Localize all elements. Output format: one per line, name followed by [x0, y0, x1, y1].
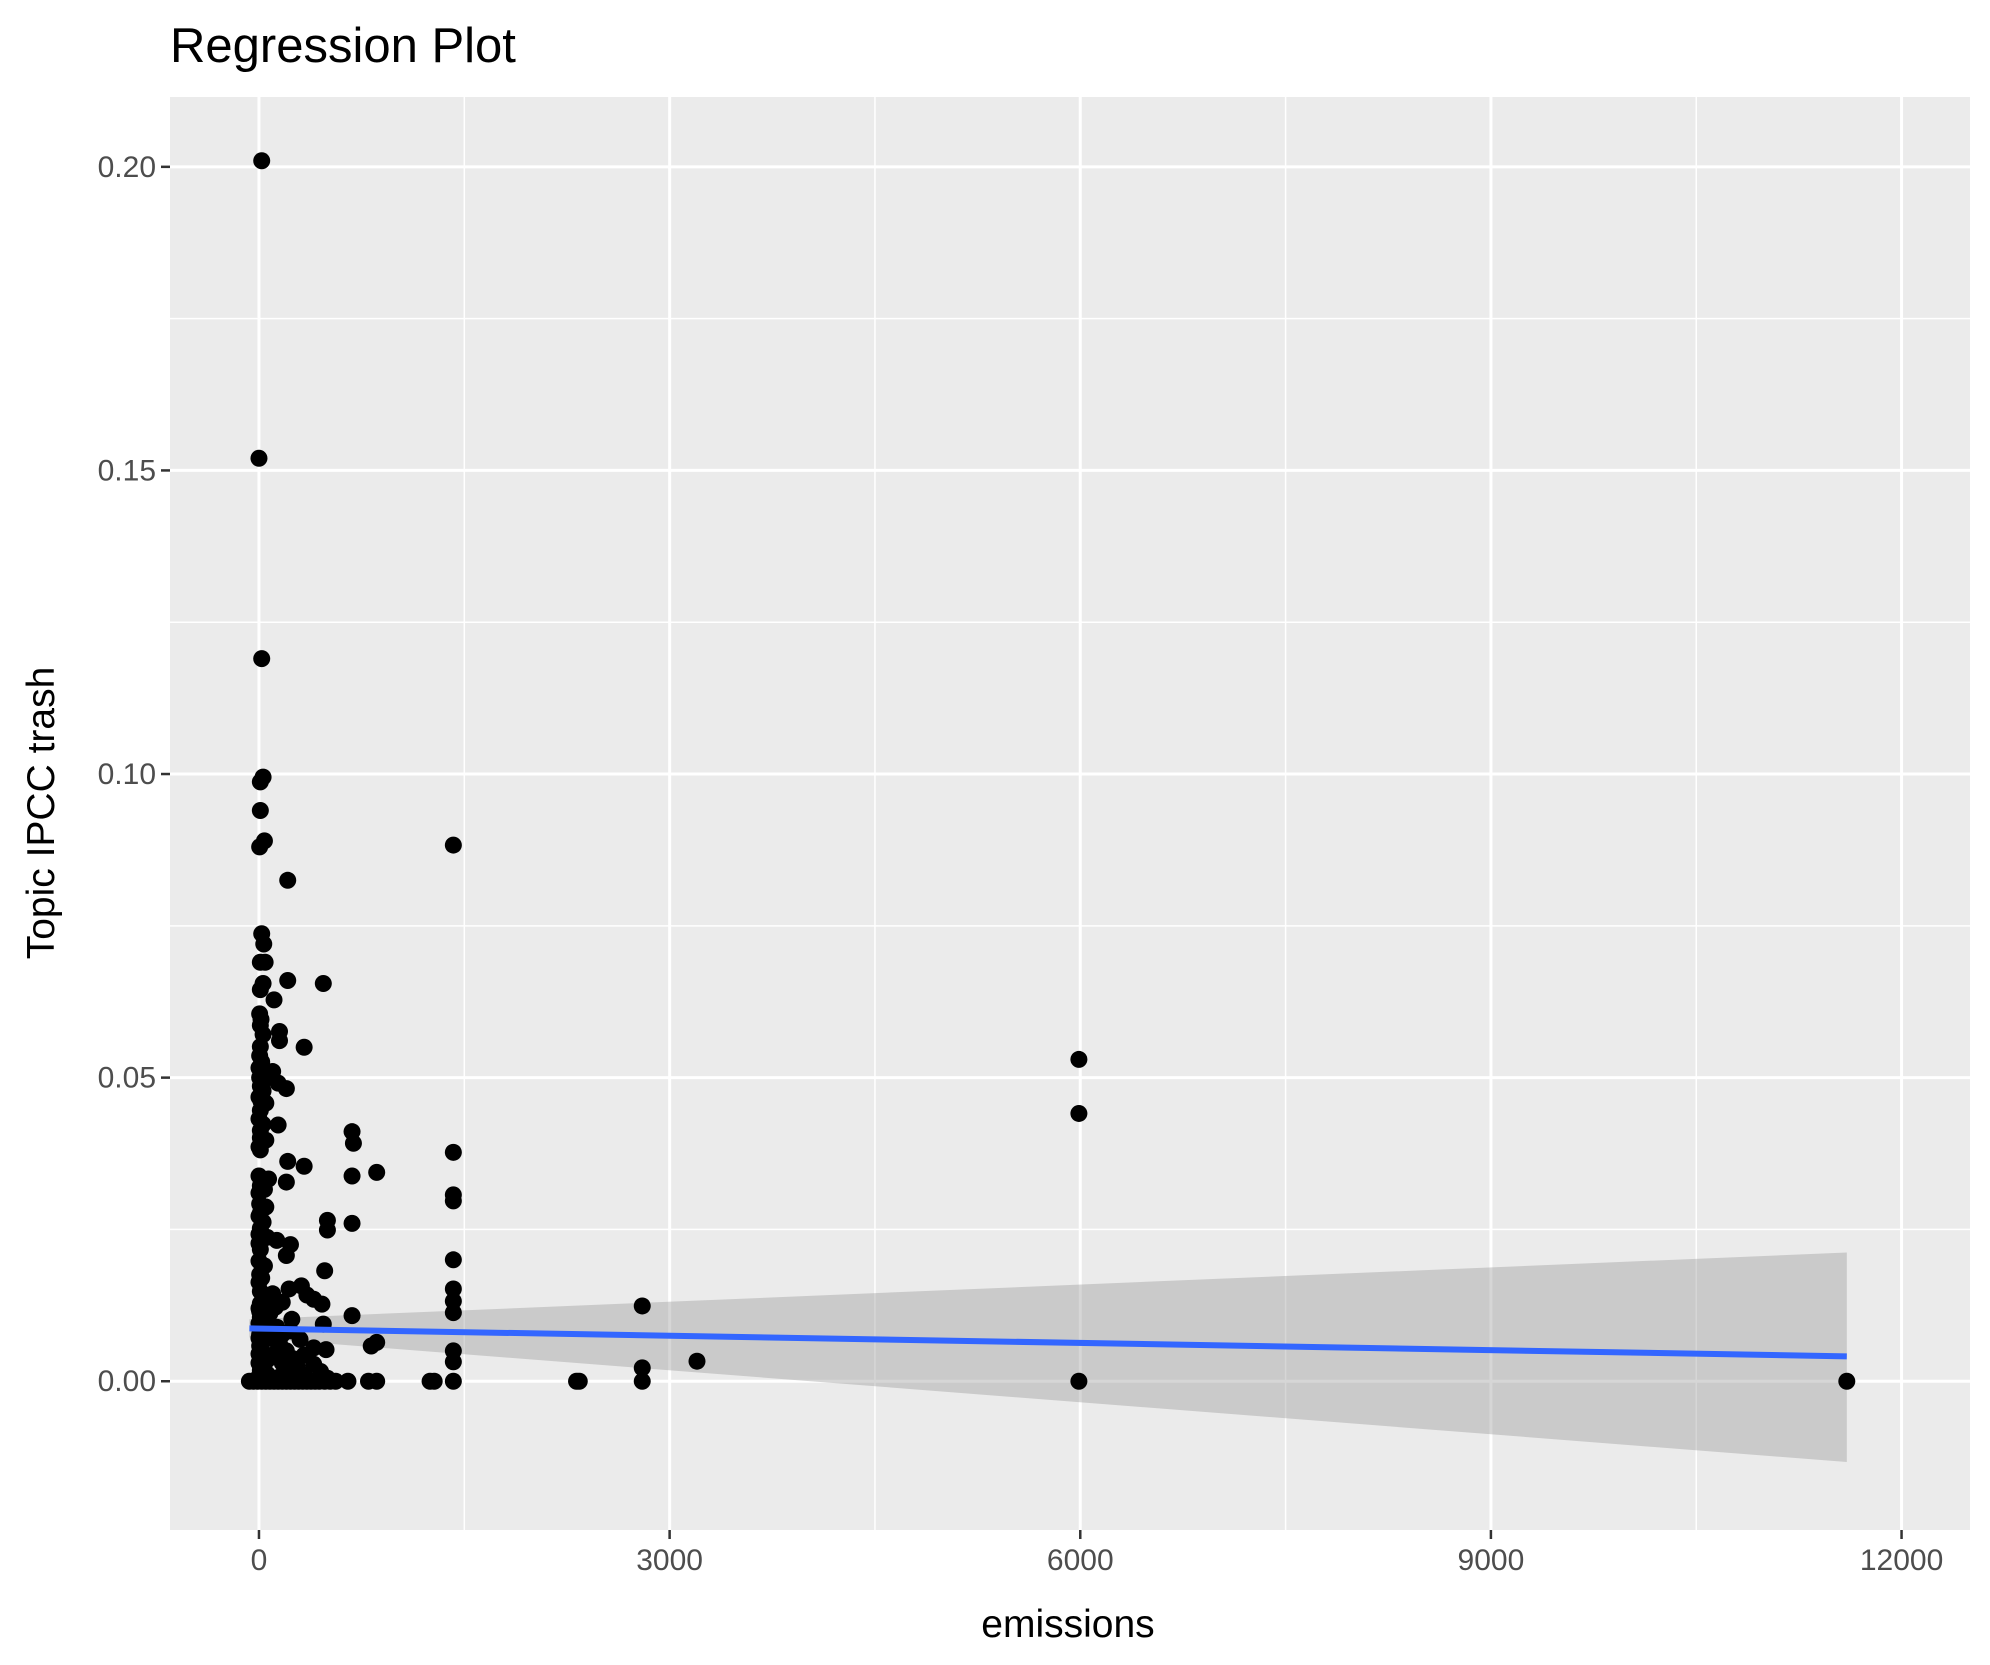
data-point [343, 1307, 361, 1325]
data-point [251, 1141, 269, 1159]
data-point [425, 1372, 443, 1390]
data-point [327, 1372, 345, 1390]
y-tick-label: 0.05 [98, 1062, 156, 1095]
y-tick-label: 0.20 [98, 151, 156, 184]
minor-grid [170, 97, 1970, 1530]
data-point [313, 1295, 331, 1313]
data-point [1838, 1372, 1856, 1390]
data-point [314, 975, 332, 993]
data-point [444, 1192, 462, 1210]
x-tick-label: 6000 [1047, 1544, 1114, 1577]
y-tick-label: 0.15 [98, 454, 156, 487]
data-point [444, 1304, 462, 1322]
y-axis-title: Topic IPCC trash [20, 667, 63, 960]
data-point [570, 1372, 588, 1390]
data-point [271, 1032, 289, 1050]
data-point [265, 991, 283, 1009]
data-point [444, 1251, 462, 1269]
data-point [444, 1280, 462, 1298]
data-point [277, 1173, 295, 1191]
data-point [253, 152, 271, 170]
data-point [444, 1143, 462, 1161]
data-point [295, 1157, 313, 1175]
data-point [291, 1330, 309, 1348]
plot-panel [170, 97, 1970, 1530]
data-point [251, 801, 269, 819]
x-tick-label: 9000 [1458, 1544, 1525, 1577]
y-tick-label: 0.00 [98, 1365, 156, 1398]
data-points [240, 152, 1856, 1390]
data-point [295, 1038, 313, 1056]
regression-line-group [249, 1325, 1847, 1360]
data-point [277, 1247, 295, 1265]
data-point [256, 953, 274, 971]
data-point [251, 838, 269, 856]
data-point [251, 981, 269, 999]
data-point [1070, 1050, 1088, 1068]
data-point [1070, 1372, 1088, 1390]
data-point [343, 1167, 361, 1185]
x-axis-title: emissions [981, 1603, 1154, 1646]
data-point [277, 1080, 295, 1098]
data-point [344, 1134, 362, 1152]
data-point [269, 1116, 287, 1134]
x-axis-ticks: 0 3000 6000 9000 12000 [251, 1530, 1943, 1577]
chart-title: Regression Plot [170, 19, 516, 73]
y-tick-label: 0.10 [98, 758, 156, 791]
data-point [368, 1372, 386, 1390]
data-point [444, 836, 462, 854]
data-point [318, 1221, 336, 1239]
y-axis-ticks: 0.00 0.05 0.10 0.15 0.20 [98, 151, 170, 1398]
data-point [251, 773, 269, 791]
x-tick-label: 0 [251, 1544, 268, 1577]
regression-line [249, 1325, 1847, 1360]
data-point [444, 1372, 462, 1390]
data-point [250, 449, 268, 467]
data-point [255, 935, 273, 953]
data-point [279, 871, 297, 889]
data-point [633, 1359, 651, 1377]
data-point [280, 1280, 298, 1298]
data-point [279, 971, 297, 989]
data-point [444, 1353, 462, 1371]
data-point [339, 1372, 357, 1390]
x-tick-label: 3000 [636, 1544, 703, 1577]
major-grid [170, 97, 1970, 1530]
data-point [253, 650, 271, 668]
data-point [1070, 1104, 1088, 1122]
data-point [317, 1341, 335, 1359]
data-point [368, 1163, 386, 1181]
data-point [688, 1352, 706, 1370]
data-point [316, 1262, 334, 1280]
data-point [343, 1214, 361, 1232]
data-point [633, 1372, 651, 1390]
data-point [362, 1337, 380, 1355]
data-point [279, 1152, 297, 1170]
data-point [633, 1297, 651, 1315]
x-tick-label: 12000 [1860, 1544, 1943, 1577]
data-point [268, 1231, 286, 1249]
